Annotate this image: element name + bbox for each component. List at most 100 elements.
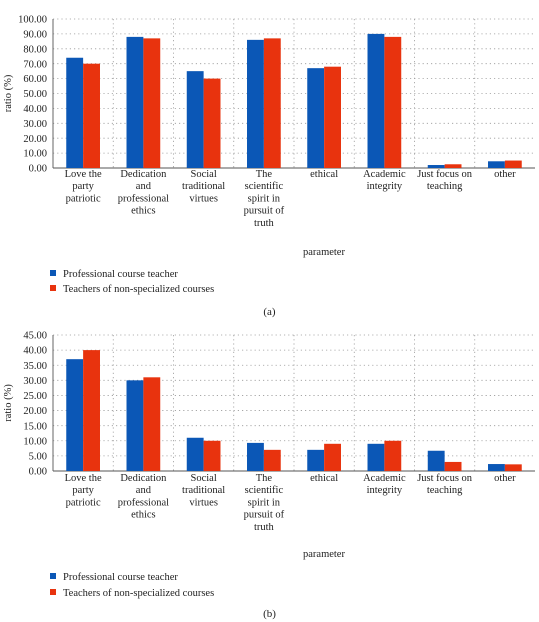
- x-category-label: The: [256, 169, 273, 180]
- legend-swatch: [50, 573, 56, 579]
- x-category-label: pursuit of: [244, 206, 285, 217]
- x-category-label: and: [136, 181, 152, 192]
- bar-non-specialized: [324, 443, 341, 471]
- panel-caption: (b): [263, 608, 276, 620]
- bar-professional: [307, 449, 325, 471]
- bar-non-specialized: [83, 350, 100, 471]
- x-category-label: traditional: [182, 181, 225, 192]
- y-tick-label: 100.00: [18, 15, 47, 26]
- bar-non-specialized: [203, 78, 221, 168]
- bar-non-specialized: [324, 66, 341, 168]
- x-category-label: party: [72, 485, 94, 496]
- x-category-label: professional: [118, 193, 169, 204]
- x-category-label: scientific: [245, 181, 284, 192]
- chart-panel-a: 0.00 10.00 20.00 30.00 40.00 50.00 60.00 70.00 8…: [3, 15, 535, 318]
- x-axis-title: parameter: [303, 549, 345, 560]
- y-tick-label: 60.00: [23, 74, 47, 85]
- x-category-label: virtues: [189, 193, 218, 204]
- y-tick-label: 20.00: [23, 406, 47, 417]
- bar-non-specialized: [384, 36, 402, 168]
- legend-swatch: [50, 270, 56, 276]
- bar-professional: [488, 161, 505, 168]
- x-category-label: spirit in: [248, 193, 281, 204]
- bar-professional: [66, 57, 84, 168]
- x-category-label: teaching: [427, 181, 463, 192]
- x-category-label: and: [136, 485, 152, 496]
- x-category-label: traditional: [182, 485, 225, 496]
- y-tick-label: 10.00: [23, 149, 47, 160]
- bar-professional: [488, 464, 505, 471]
- bar-professional: [247, 442, 264, 471]
- x-category-label: professional: [118, 497, 169, 508]
- x-axis-title: parameter: [303, 247, 345, 258]
- y-tick-label: 50.00: [23, 89, 47, 100]
- y-tick-label: 90.00: [23, 30, 47, 41]
- y-axis-title: ratio (%): [3, 74, 14, 112]
- x-category-label: scientific: [245, 485, 284, 496]
- bar-professional: [126, 36, 144, 168]
- legend-label: Teachers of non-specialized courses: [63, 588, 214, 599]
- x-category-label: ethics: [131, 206, 156, 217]
- x-category-label: Just focus on: [417, 169, 473, 180]
- x-category-label: Academic: [363, 169, 406, 180]
- x-category-label: teaching: [427, 485, 463, 496]
- y-tick-label: 80.00: [23, 44, 47, 55]
- bar-professional: [247, 39, 264, 168]
- x-category-label: ethical: [310, 473, 338, 484]
- bar-professional: [427, 450, 445, 471]
- x-category-label: other: [494, 473, 516, 484]
- legend-swatch: [50, 589, 56, 595]
- x-category-label: pursuit of: [244, 510, 285, 521]
- bar-professional: [427, 165, 445, 168]
- x-category-label: The: [256, 473, 273, 484]
- x-category-label: Academic: [363, 473, 406, 484]
- bar-non-specialized: [444, 461, 462, 471]
- y-tick-label: 0.00: [29, 164, 47, 175]
- y-tick-label: 35.00: [23, 361, 47, 372]
- legend-label: Teachers of non-specialized courses: [63, 284, 214, 295]
- x-category-label: Dedication: [120, 473, 167, 484]
- y-tick-label: 5.00: [29, 451, 47, 462]
- x-category-label: Just focus on: [417, 473, 473, 484]
- legend-label: Professional course teacher: [63, 269, 178, 280]
- x-category-label: Love the: [65, 473, 102, 484]
- x-category-label: patriotic: [66, 193, 101, 204]
- x-category-label: Love the: [65, 169, 102, 180]
- bar-non-specialized: [263, 449, 281, 471]
- x-category-label: ethical: [310, 169, 338, 180]
- chart-panel-b: 0.00 5.00 10.00 15.00 20.00 25.00 30.00 35.00 40…: [3, 331, 535, 620]
- bar-professional: [66, 359, 84, 471]
- bar-non-specialized: [504, 464, 522, 471]
- x-category-label: ethics: [131, 510, 156, 521]
- bar-non-specialized: [203, 440, 221, 471]
- x-category-label: spirit in: [248, 497, 281, 508]
- panel-caption: (a): [263, 306, 276, 318]
- x-category-label: truth: [254, 522, 275, 533]
- x-category-label: integrity: [367, 181, 403, 192]
- bar-non-specialized: [83, 63, 100, 169]
- legend-label: Professional course teacher: [63, 572, 178, 583]
- bar-non-specialized: [504, 160, 522, 168]
- legend-swatch: [50, 285, 56, 291]
- bar-professional: [186, 437, 204, 471]
- y-tick-label: 70.00: [23, 59, 47, 70]
- bar-professional: [307, 68, 325, 168]
- y-tick-label: 40.00: [23, 104, 47, 115]
- y-tick-label: 25.00: [23, 391, 47, 402]
- y-tick-label: 10.00: [23, 436, 47, 447]
- y-tick-label: 0.00: [29, 467, 47, 478]
- bar-professional: [186, 71, 204, 168]
- bar-non-specialized: [444, 164, 462, 168]
- y-axis-title: ratio (%): [3, 384, 14, 422]
- bar-non-specialized: [143, 377, 161, 471]
- bar-professional: [367, 33, 385, 169]
- bar-professional: [367, 443, 385, 471]
- x-category-label: patriotic: [66, 497, 101, 508]
- x-category-label: Social: [191, 169, 217, 180]
- x-category-label: other: [494, 169, 516, 180]
- bar-non-specialized: [143, 38, 161, 169]
- x-category-label: virtues: [189, 497, 218, 508]
- x-category-label: Dedication: [120, 169, 167, 180]
- y-tick-label: 40.00: [23, 346, 47, 357]
